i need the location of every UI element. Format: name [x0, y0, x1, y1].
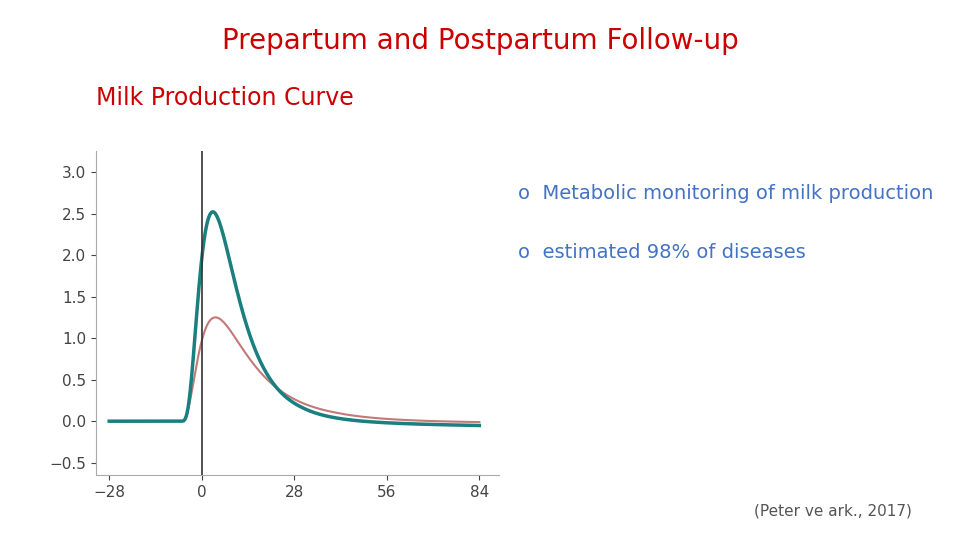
Text: o  estimated 98% of diseases: o estimated 98% of diseases	[518, 243, 806, 262]
Text: o  Metabolic monitoring of milk production: o Metabolic monitoring of milk productio…	[518, 184, 934, 202]
Text: Milk Production Curve: Milk Production Curve	[96, 86, 353, 110]
Text: (Peter ve ark., 2017): (Peter ve ark., 2017)	[755, 503, 912, 518]
Text: Prepartum and Postpartum Follow-up: Prepartum and Postpartum Follow-up	[222, 27, 738, 55]
